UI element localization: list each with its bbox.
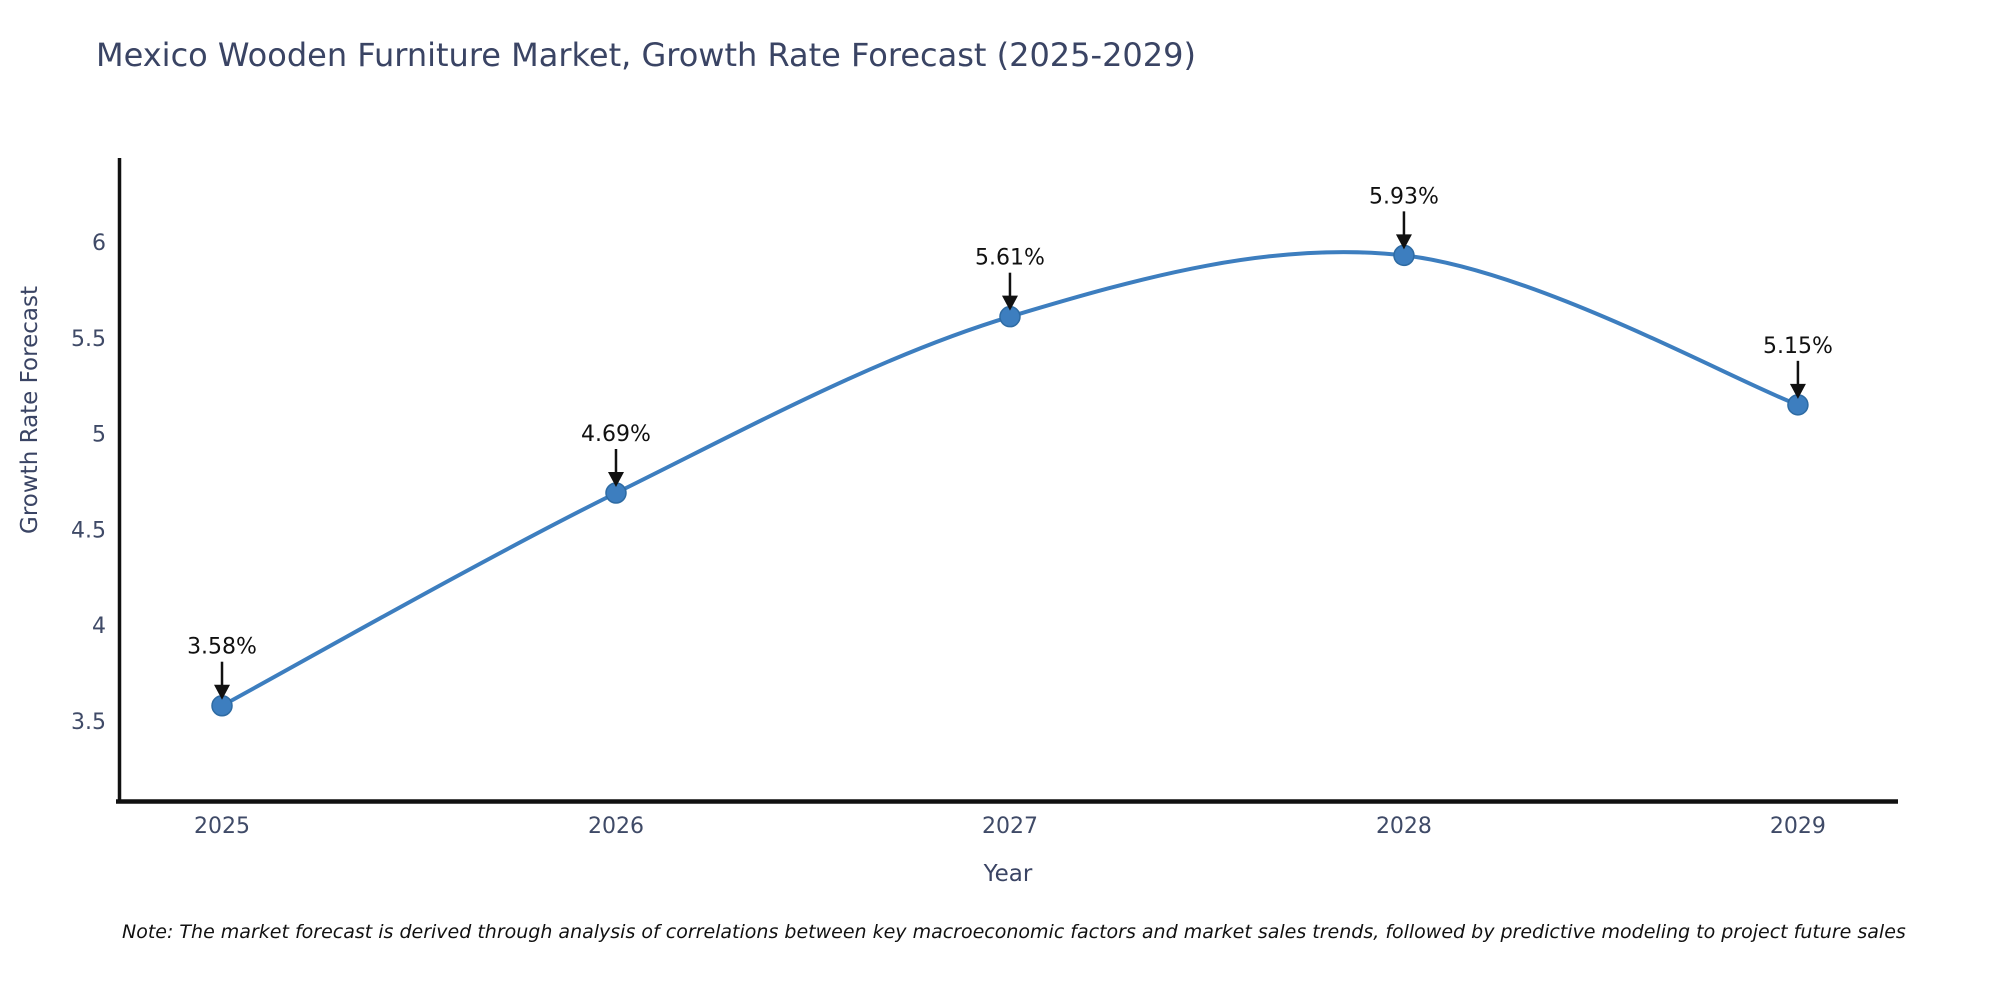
- annotation-arrowhead-2026: [607, 471, 624, 487]
- x-axis-title: Year: [983, 861, 1033, 887]
- annotation-arrowhead-2027: [1001, 295, 1018, 311]
- annotation-label-2026: 4.69%: [581, 422, 651, 447]
- x-tick-2027: 2027: [982, 814, 1038, 839]
- chart-title: Mexico Wooden Furniture Market, Growth R…: [96, 36, 1196, 74]
- x-tick-2026: 2026: [588, 814, 644, 839]
- x-tick-2025: 2025: [194, 814, 250, 839]
- annotation-label-2027: 5.61%: [975, 246, 1045, 271]
- annotation-label-2029: 5.15%: [1763, 334, 1833, 359]
- annotation-arrowhead-2025: [214, 684, 231, 700]
- annotation-arrowhead-2028: [1395, 234, 1412, 250]
- footnote: Note: The market forecast is derived thr…: [122, 921, 1906, 943]
- y-tick-6: 6: [92, 231, 106, 256]
- annotation-label-2028: 5.93%: [1369, 184, 1439, 209]
- y-tick-3.5: 3.5: [71, 710, 106, 735]
- y-tick-4.5: 4.5: [71, 518, 106, 543]
- y-tick-5: 5: [92, 423, 106, 448]
- x-tick-2029: 2029: [1770, 814, 1826, 839]
- x-tick-2028: 2028: [1376, 814, 1432, 839]
- y-tick-5.5: 5.5: [71, 327, 106, 352]
- y-tick-4: 4: [92, 614, 106, 639]
- annotation-arrowhead-2029: [1789, 383, 1806, 399]
- annotation-label-2025: 3.58%: [187, 635, 257, 660]
